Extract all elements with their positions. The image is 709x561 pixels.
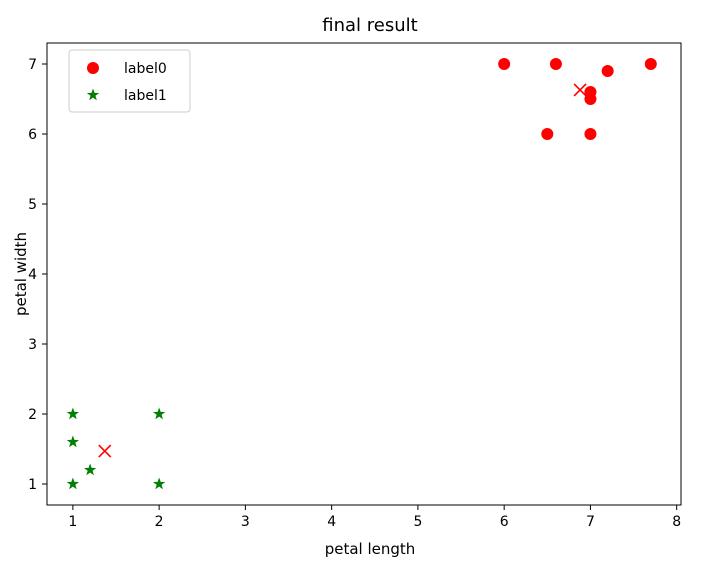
- label1-point: [66, 407, 80, 420]
- centroid-marker: [98, 444, 112, 458]
- x-axis-label: petal length: [325, 540, 416, 558]
- y-tick-label: 3: [28, 337, 37, 353]
- label1-point: [66, 435, 80, 448]
- x-tick-label: 4: [327, 514, 336, 530]
- label0-point: [601, 65, 614, 77]
- x-tick-label: 5: [413, 514, 422, 530]
- x-axis: 1 2 3 4 5 6 7 8: [68, 505, 681, 530]
- label0-point: [644, 58, 657, 70]
- y-tick-label: 7: [28, 57, 37, 73]
- centroid-marker: [573, 83, 587, 97]
- x-tick-label: 3: [241, 514, 250, 530]
- legend-marker-label0: [87, 62, 99, 74]
- chart-title: final result: [322, 15, 417, 36]
- label0-point: [584, 128, 597, 140]
- legend: label0 label1: [68, 49, 191, 113]
- label1-point: [152, 407, 166, 420]
- label1-point: [66, 477, 80, 490]
- legend-marker-label1: [86, 88, 100, 101]
- y-tick-label: 6: [28, 127, 37, 143]
- data-points: [66, 58, 657, 490]
- label1-point: [152, 477, 166, 490]
- y-tick-label: 4: [28, 267, 37, 283]
- y-tick-label: 2: [28, 407, 37, 423]
- legend-label-label1: label1: [124, 88, 167, 104]
- x-tick-label: 2: [155, 514, 164, 530]
- y-tick-label: 1: [28, 477, 37, 493]
- label0-point: [541, 128, 554, 140]
- x-tick-label: 6: [500, 514, 509, 530]
- label0-point: [549, 58, 562, 70]
- x-tick-label: 1: [68, 514, 77, 530]
- y-axis: 1 2 3 4 5 6 7: [28, 57, 47, 493]
- legend-label-label0: label0: [124, 61, 167, 77]
- label0-point: [498, 58, 511, 70]
- y-tick-label: 5: [28, 197, 37, 213]
- label0-point: [584, 93, 597, 105]
- legend-box: [68, 49, 191, 113]
- y-axis-label: petal width: [12, 232, 30, 316]
- x-tick-label: 8: [672, 514, 681, 530]
- label1-point: [83, 463, 97, 476]
- x-tick-label: 7: [586, 514, 595, 530]
